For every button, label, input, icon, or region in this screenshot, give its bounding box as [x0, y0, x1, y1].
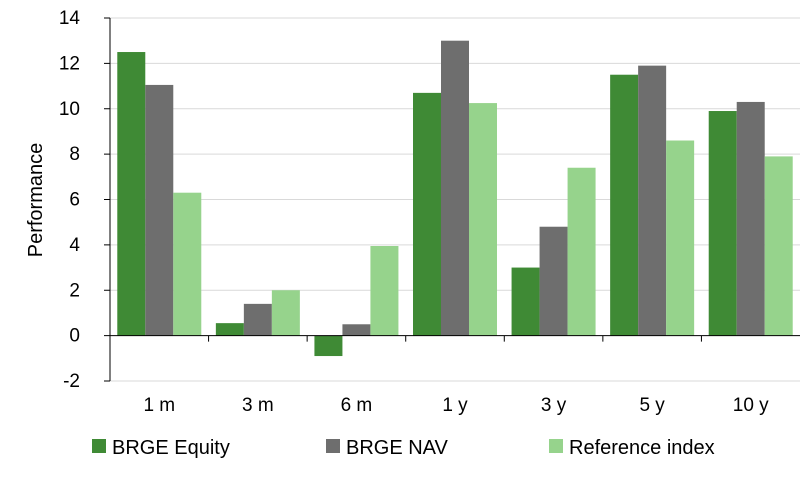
x-tick-label: 3 m — [242, 395, 274, 416]
bar — [441, 40, 469, 336]
bar — [539, 226, 568, 336]
y-tick-label: 10 — [59, 99, 80, 120]
bars-group — [117, 40, 793, 357]
x-tick-label: 1 y — [442, 395, 468, 416]
x-tick-label: 1 m — [143, 395, 175, 416]
bar — [666, 140, 695, 336]
legend-label: Reference index — [569, 437, 715, 459]
y-tick-label: 6 — [69, 190, 80, 211]
bar — [469, 103, 497, 336]
bar — [610, 74, 639, 336]
bar — [145, 84, 174, 336]
x-tick-label: 3 y — [541, 395, 567, 416]
y-tick-labels: -2 0 2 4 6 8 10 12 14 — [59, 8, 81, 392]
x-tick-labels: 1 m 3 m 6 m 1 y 3 y 5 y 10 y — [143, 395, 769, 416]
legend-swatch — [549, 439, 563, 453]
bar — [314, 335, 343, 357]
y-tick-label: 4 — [69, 235, 80, 256]
bar — [511, 267, 540, 336]
axes — [104, 17, 800, 382]
bar — [342, 324, 371, 336]
bar — [370, 246, 399, 336]
bar — [271, 290, 300, 336]
legend: BRGE Equity BRGE NAV Reference index — [92, 437, 715, 459]
y-tick-label: 0 — [69, 326, 80, 347]
bar — [215, 323, 244, 336]
bar — [638, 65, 667, 336]
y-tick-label: -2 — [63, 371, 80, 392]
legend-swatch — [326, 439, 340, 453]
legend-label: BRGE Equity — [112, 437, 230, 459]
y-tick-label: 2 — [69, 280, 80, 301]
y-tick-label: 12 — [59, 53, 80, 74]
bar — [567, 167, 596, 336]
x-tick-label: 5 y — [639, 395, 665, 416]
bar — [736, 101, 765, 336]
bar — [173, 192, 202, 336]
x-tick-label: 10 y — [733, 395, 769, 416]
bar — [708, 111, 737, 336]
legend-label: BRGE NAV — [346, 437, 449, 459]
bar — [117, 52, 146, 336]
y-axis-label: Performance — [25, 143, 47, 258]
y-tick-label: 14 — [59, 8, 81, 29]
bar — [413, 92, 441, 336]
legend-swatch — [92, 439, 106, 453]
bar — [243, 303, 272, 336]
x-tick-label: 6 m — [341, 395, 373, 416]
bar — [764, 156, 793, 336]
y-tick-label: 8 — [69, 144, 80, 165]
